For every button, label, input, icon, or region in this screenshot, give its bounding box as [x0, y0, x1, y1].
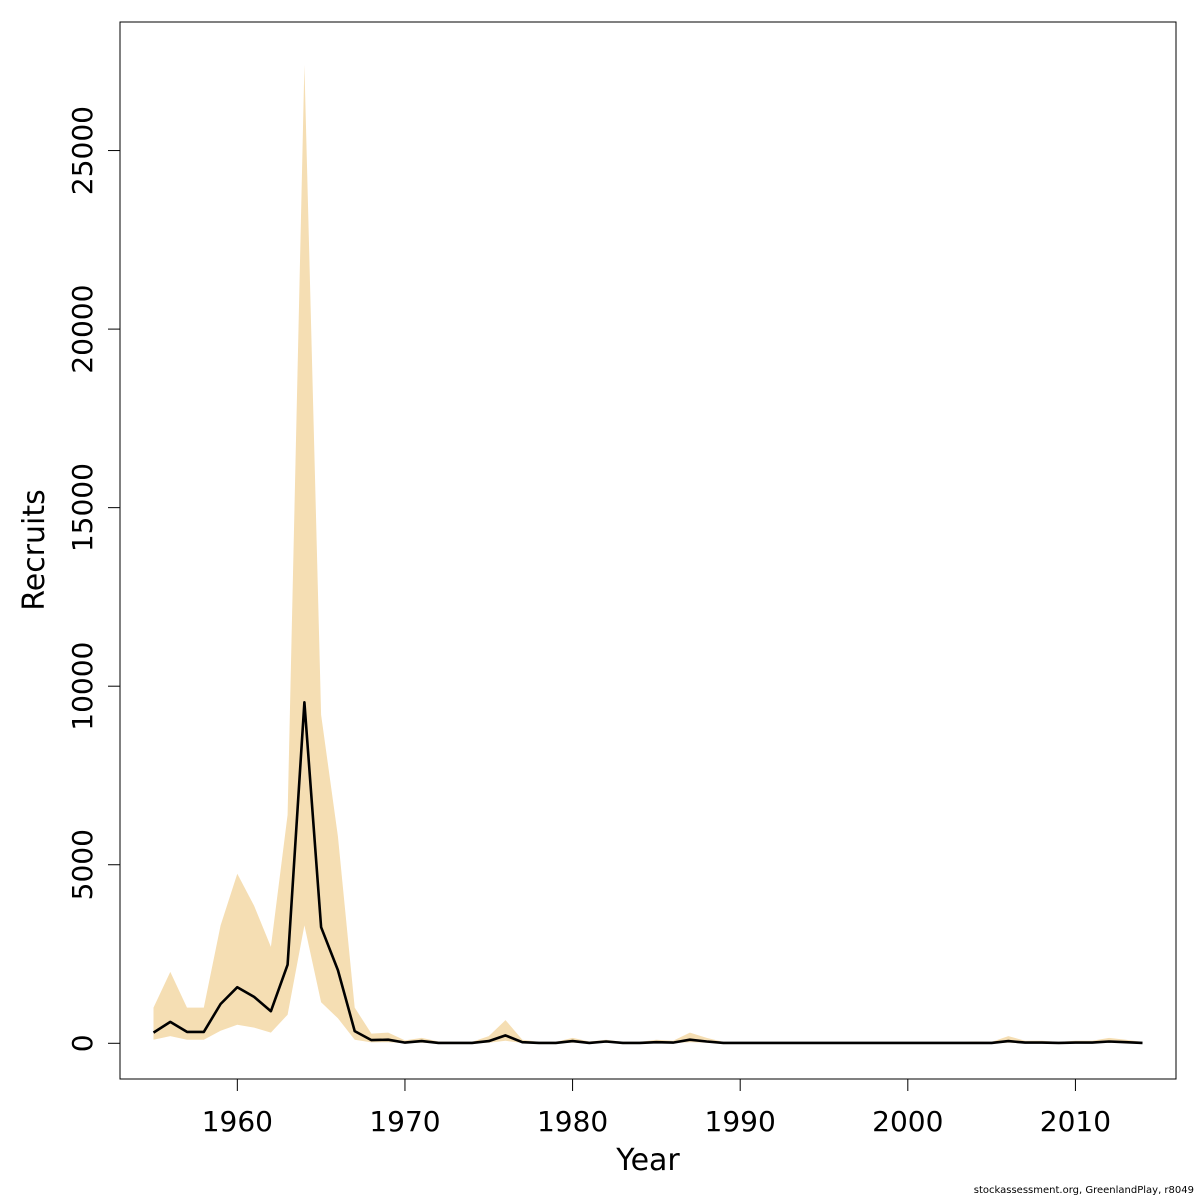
series-line-layer — [152, 700, 1143, 1045]
y-tick-label: 25000 — [66, 106, 99, 195]
y-tick-label: 5000 — [66, 829, 99, 900]
x-axis-title: Year — [615, 1143, 680, 1178]
x-tick-label: 1960 — [202, 1105, 273, 1138]
y-tick-label: 10000 — [66, 642, 99, 731]
x-tick-label: 1990 — [705, 1105, 776, 1138]
x-tick-label: 1970 — [369, 1105, 440, 1138]
y-tick-label: 15000 — [66, 463, 99, 552]
y-axis: 0 5000 10000 15000 20000 25000 — [66, 106, 121, 1052]
credit-text: stockassessment.org, GreenlandPlay, r804… — [973, 1185, 1194, 1196]
confidence-band-layer — [153, 64, 1143, 1044]
x-tick-label: 2000 — [872, 1105, 943, 1138]
x-tick-label: 2010 — [1040, 1105, 1111, 1138]
y-axis-title: Recruits — [17, 489, 52, 611]
y-tick-label: 0 — [66, 1034, 99, 1052]
y-tick-label: 20000 — [66, 285, 99, 374]
x-tick-label: 1980 — [537, 1105, 608, 1138]
series-line-0 — [152, 700, 1143, 1045]
confidence-band — [153, 64, 1143, 1044]
x-axis: 1960 1970 1980 1990 2000 2010 — [202, 1078, 1111, 1138]
